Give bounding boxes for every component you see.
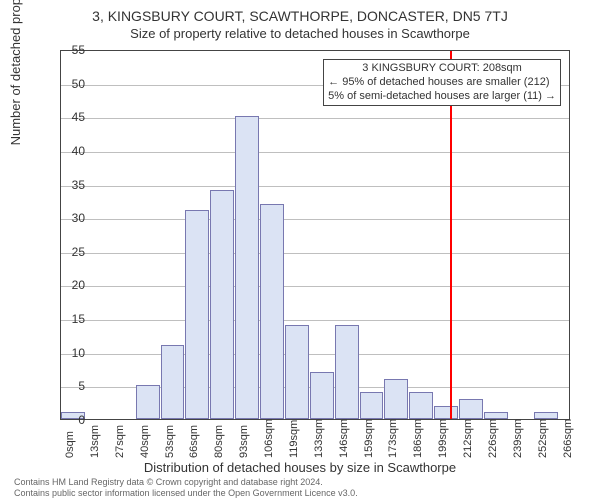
x-tick-label: 80sqm	[213, 425, 225, 458]
y-tick-label: 5	[55, 379, 85, 393]
annotation-line: 5% of semi-detached houses are larger (1…	[328, 90, 556, 104]
x-tick-label: 173sqm	[387, 419, 399, 458]
histogram-bar	[360, 392, 384, 419]
gridline	[61, 219, 569, 220]
x-tick-label: 266sqm	[562, 419, 574, 458]
y-tick-label: 40	[55, 144, 85, 158]
histogram-bar	[260, 204, 284, 419]
gridline	[61, 320, 569, 321]
x-tick-label: 40sqm	[139, 425, 151, 458]
x-tick-label: 0sqm	[64, 431, 76, 458]
histogram-bar	[409, 392, 433, 419]
annotation-line: ← 95% of detached houses are smaller (21…	[328, 76, 556, 90]
annotation-line: 3 KINGSBURY COURT: 208sqm	[328, 62, 556, 76]
x-tick-label: 53sqm	[164, 425, 176, 458]
histogram-bar	[335, 325, 359, 419]
histogram-bar	[384, 379, 408, 419]
x-tick-label: 146sqm	[338, 419, 350, 458]
y-tick-label: 15	[55, 312, 85, 326]
histogram-bar	[161, 345, 185, 419]
histogram-bar	[285, 325, 309, 419]
gridline	[61, 286, 569, 287]
histogram-bar	[136, 385, 160, 419]
x-tick-label: 226sqm	[487, 419, 499, 458]
gridline	[61, 186, 569, 187]
histogram-chart: 3 KINGSBURY COURT: 208sqm← 95% of detach…	[60, 50, 570, 420]
histogram-bar	[210, 190, 234, 419]
x-tick-label: 199sqm	[437, 419, 449, 458]
page-title: 3, KINGSBURY COURT, SCAWTHORPE, DONCASTE…	[0, 8, 600, 24]
y-tick-label: 0	[55, 413, 85, 427]
x-tick-label: 106sqm	[263, 419, 275, 458]
annotation-box: 3 KINGSBURY COURT: 208sqm← 95% of detach…	[323, 59, 561, 106]
x-tick-label: 159sqm	[363, 419, 375, 458]
attribution-footer: Contains HM Land Registry data © Crown c…	[14, 477, 358, 498]
gridline	[61, 253, 569, 254]
x-tick-label: 66sqm	[188, 425, 200, 458]
y-tick-label: 55	[55, 43, 85, 57]
y-tick-label: 50	[55, 77, 85, 91]
y-axis-label: Number of detached properties	[8, 0, 23, 145]
histogram-bar	[310, 372, 334, 419]
x-tick-label: 27sqm	[114, 425, 126, 458]
y-tick-label: 30	[55, 211, 85, 225]
x-tick-label: 186sqm	[412, 419, 424, 458]
y-tick-label: 45	[55, 110, 85, 124]
x-tick-label: 119sqm	[288, 420, 300, 458]
x-tick-label: 252sqm	[537, 419, 549, 458]
y-tick-label: 10	[55, 346, 85, 360]
x-tick-label: 133sqm	[313, 419, 325, 458]
histogram-bar	[235, 116, 259, 419]
y-tick-label: 20	[55, 278, 85, 292]
x-tick-label: 13sqm	[89, 425, 101, 458]
gridline	[61, 118, 569, 119]
histogram-bar	[434, 406, 458, 419]
x-tick-label: 239sqm	[512, 419, 524, 458]
page-subtitle: Size of property relative to detached ho…	[0, 26, 600, 41]
gridline	[61, 354, 569, 355]
x-axis-label: Distribution of detached houses by size …	[0, 460, 600, 475]
histogram-bar	[185, 210, 209, 419]
histogram-bar	[459, 399, 483, 419]
x-tick-label: 212sqm	[462, 419, 474, 458]
footer-line-2: Contains public sector information licen…	[14, 488, 358, 498]
gridline	[61, 152, 569, 153]
footer-line-1: Contains HM Land Registry data © Crown c…	[14, 477, 358, 487]
y-tick-label: 25	[55, 245, 85, 259]
x-tick-label: 93sqm	[238, 425, 250, 458]
y-tick-label: 35	[55, 178, 85, 192]
